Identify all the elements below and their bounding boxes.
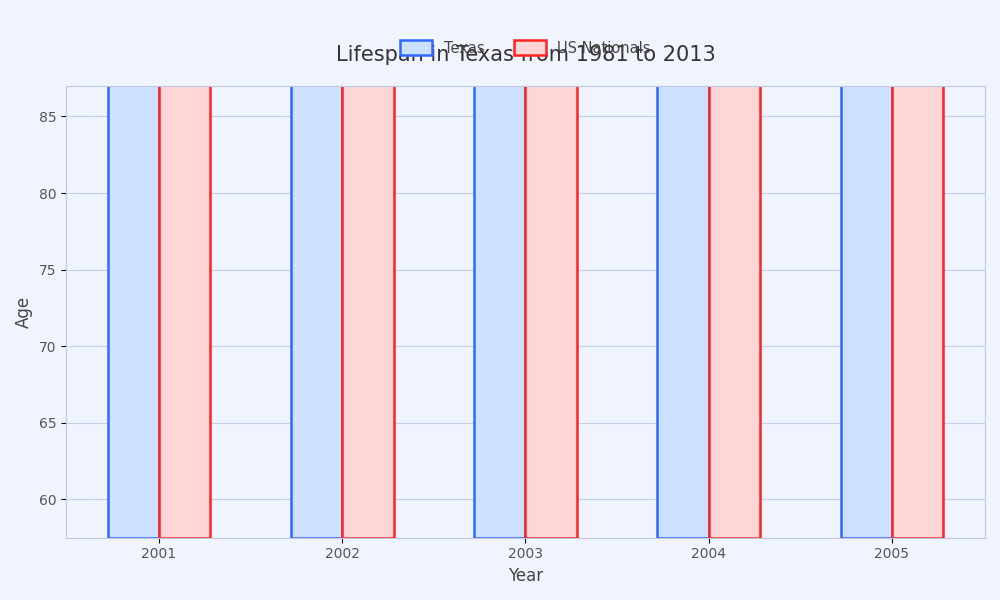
Bar <box>291 0 342 538</box>
Bar <box>159 0 210 538</box>
Title: Lifespan in Texas from 1981 to 2013: Lifespan in Texas from 1981 to 2013 <box>336 45 715 65</box>
Y-axis label: Age: Age <box>15 296 33 328</box>
Bar <box>892 0 943 538</box>
Bar <box>841 0 892 538</box>
Bar <box>108 0 159 538</box>
X-axis label: Year: Year <box>508 567 543 585</box>
Legend: Texas, US Nationals: Texas, US Nationals <box>394 34 657 61</box>
Bar <box>474 0 525 538</box>
Bar <box>657 0 709 538</box>
Bar <box>342 0 394 538</box>
Bar <box>709 0 760 538</box>
Bar <box>525 0 577 538</box>
